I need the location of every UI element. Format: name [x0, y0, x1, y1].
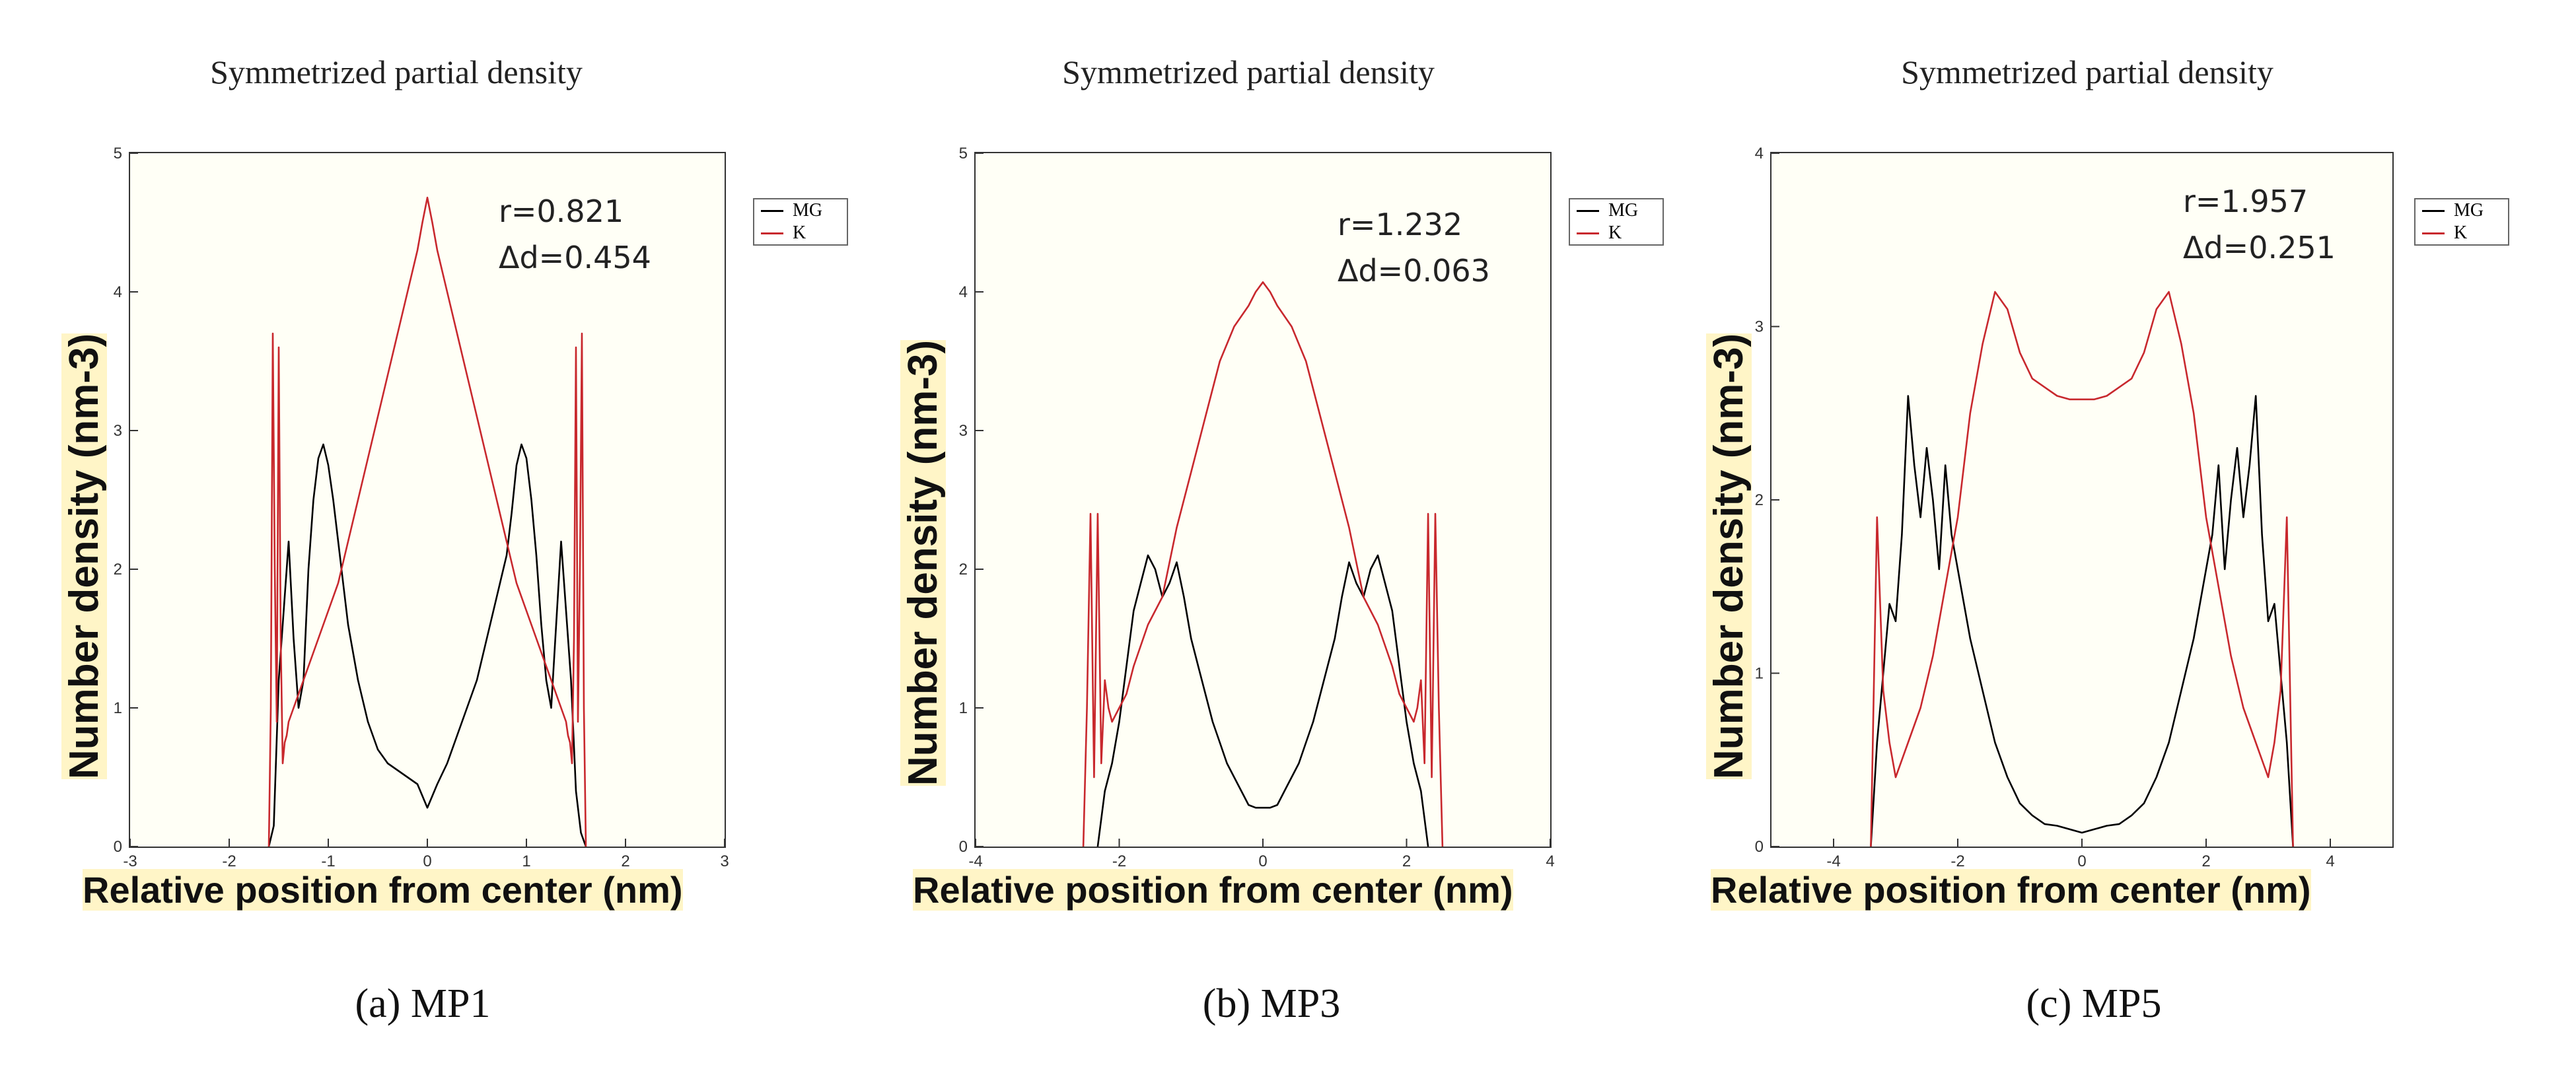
x-tick-label: 2	[2201, 853, 2210, 870]
legend-label: K	[2454, 223, 2468, 243]
x-tick-label: 0	[1258, 853, 1267, 870]
x-tick-label: -3	[123, 853, 137, 870]
x-tick-label: 2	[1402, 853, 1411, 870]
x-tick-label: 4	[2326, 853, 2334, 870]
legend-label: MG	[2454, 200, 2484, 221]
y-tick-label: 1	[114, 699, 122, 717]
caption: (c) MP5	[2026, 981, 2162, 1026]
annotation-r: r=1.232	[1338, 207, 1463, 242]
legend-label: K	[793, 223, 806, 243]
legend-item-mg: MG	[754, 199, 847, 222]
legend-swatch-mg	[1577, 209, 1599, 212]
x-tick-label: -2	[1112, 853, 1126, 870]
x-tick-label: 3	[720, 853, 729, 870]
y-tick-label: 3	[1755, 318, 1764, 336]
y-tick-label: 4	[114, 283, 122, 301]
series-line-mg	[1870, 395, 2294, 847]
y-tick-label: 2	[114, 561, 122, 578]
legend-swatch-k	[2422, 232, 2445, 234]
y-tick-label: 0	[959, 838, 968, 856]
x-axis-label: Relative position from center (nm)	[1711, 869, 2311, 911]
series-line-k	[268, 196, 587, 847]
y-tick-label: 5	[959, 145, 968, 162]
chart-title: Symmetrized partial density	[1901, 53, 2273, 90]
legend-item-mg: MG	[1570, 199, 1663, 222]
legend: MG K	[2414, 198, 2509, 246]
caption: (a) MP1	[355, 981, 491, 1026]
series-line-mg	[1096, 554, 1429, 847]
chart-title: Symmetrized partial density	[1062, 53, 1435, 90]
y-tick-label: 4	[959, 283, 968, 301]
legend-item-mg: MG	[2415, 199, 2508, 222]
x-tick-label: 1	[522, 853, 530, 870]
legend-swatch-mg	[761, 209, 783, 212]
plot-area: 0 1 2 3 4 5 -4 -2 0 2 4	[959, 145, 1555, 870]
x-tick-label: -1	[321, 853, 335, 870]
series-line-k	[1870, 291, 2294, 847]
annotation: r=1.957 Δd=0.251	[2183, 178, 2336, 271]
y-axis-label: Number density (nm-3)	[61, 333, 107, 779]
caption: (b) MP3	[1202, 981, 1341, 1026]
x-tick-label: 4	[1546, 853, 1554, 870]
plot-area: 0 1 2 3 4 -4 -2 0 2 4	[1755, 145, 2394, 870]
legend-label: MG	[1608, 200, 1639, 221]
annotation-delta-d: Δd=0.251	[2183, 230, 2336, 265]
x-tick-label: -2	[222, 853, 236, 870]
legend-swatch-k	[761, 232, 783, 234]
legend: MG K	[1569, 198, 1664, 246]
y-tick-label: 4	[1755, 145, 1764, 162]
annotation-r: r=1.957	[2183, 184, 2308, 219]
y-tick-label: 1	[1755, 665, 1764, 683]
y-axis-label: Number density (nm-3)	[1706, 333, 1752, 779]
legend-item-k: K	[1570, 222, 1663, 244]
legend-item-k: K	[754, 222, 847, 244]
legend-item-k: K	[2415, 222, 2508, 244]
x-tick-label: 0	[423, 853, 431, 870]
annotation-delta-d: Δd=0.063	[1338, 253, 1490, 289]
y-tick-label: 0	[1755, 838, 1764, 856]
x-axis-label: Relative position from center (nm)	[913, 869, 1513, 911]
plot-area: 0 1 2 3 4 5 -3 -2 -1 0 1 2 3	[114, 145, 729, 870]
chart-svg: 0 1 2 3 4 -4 -2 0 2 4	[1755, 145, 2335, 870]
annotation: r=0.821 Δd=0.454	[499, 188, 651, 281]
legend-swatch-mg	[2422, 209, 2445, 212]
y-tick-label: 3	[114, 422, 122, 440]
annotation: r=1.232 Δd=0.063	[1338, 201, 1490, 294]
legend-swatch-k	[1577, 232, 1599, 234]
y-axis-label: Number density (nm-3)	[900, 339, 946, 786]
x-tick-label: -4	[968, 853, 982, 870]
y-tick-label: 1	[959, 699, 968, 717]
legend: MG K	[753, 198, 848, 246]
annotation-delta-d: Δd=0.454	[499, 240, 651, 275]
y-tick-label: 0	[114, 838, 122, 856]
y-tick-label: 2	[1755, 491, 1764, 509]
x-tick-label: 0	[2077, 853, 2086, 870]
annotation-r: r=0.821	[499, 193, 624, 229]
legend-label: K	[1608, 223, 1622, 243]
y-tick-label: 5	[114, 145, 122, 162]
legend-label: MG	[793, 200, 823, 221]
y-tick-label: 3	[959, 422, 968, 440]
x-axis-label: Relative position from center (nm)	[83, 869, 683, 911]
series-line-mg	[268, 443, 587, 847]
x-tick-label: -4	[1826, 853, 1840, 870]
series-line-k	[1082, 281, 1444, 847]
y-tick-label: 2	[959, 561, 968, 578]
chart-svg: 0 1 2 3 4 5 -4 -2 0 2 4	[959, 145, 1555, 870]
chart-svg: 0 1 2 3 4 5 -3 -2 -1 0 1 2 3	[114, 145, 729, 870]
x-tick-label: 2	[621, 853, 629, 870]
x-tick-label: -2	[1950, 853, 1964, 870]
chart-title: Symmetrized partial density	[210, 53, 583, 90]
